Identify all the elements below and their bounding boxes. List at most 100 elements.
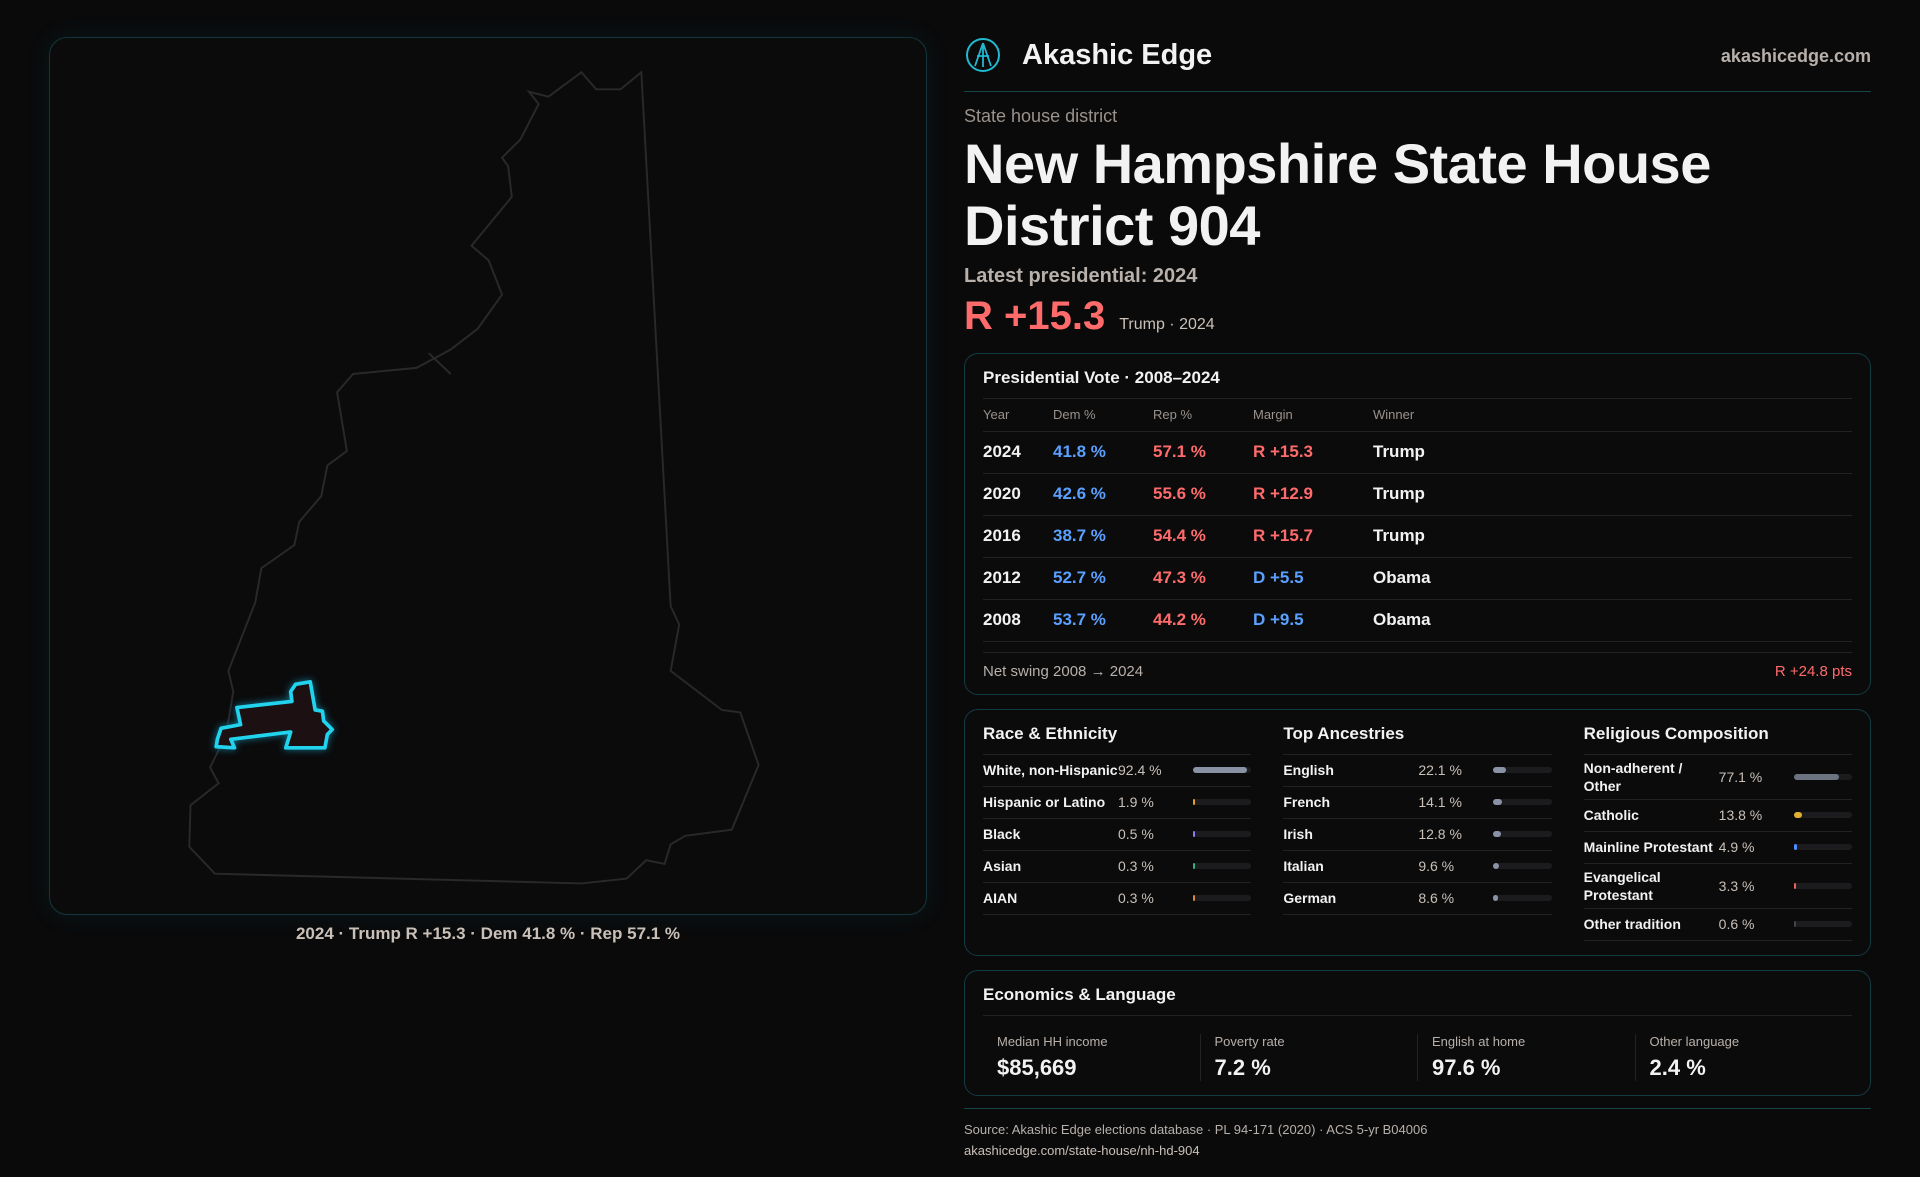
dem-pct: 42.6 % — [1053, 473, 1153, 516]
item-name: Black — [983, 826, 1021, 842]
section-title: Top Ancestries — [1283, 724, 1552, 755]
item-value: 92.4 % — [1118, 762, 1162, 778]
winner: Trump — [1373, 473, 1852, 516]
bar-fill — [1793, 921, 1796, 927]
stat-label: Median HH income — [997, 1033, 1108, 1049]
dem-pct: 38.7 % — [1053, 515, 1153, 558]
rep-pct: 54.4 % — [1153, 515, 1253, 558]
item-value: 13.8 % — [1718, 807, 1763, 823]
winner: Obama — [1373, 599, 1852, 642]
econ-stat: Other language 2.4 % — [1634, 1033, 1853, 1081]
source-url[interactable]: akashicedge.com/state-house/nh-hd-904 — [964, 1142, 1200, 1158]
demographic-row: Other tradition 0.6 % — [1583, 909, 1852, 941]
source-text: Source: Akashic Edge elections database … — [964, 1121, 1428, 1137]
demographic-row: AIAN 0.3 % — [983, 883, 1252, 915]
stat-value: $85,669 — [997, 1054, 1077, 1080]
econ-stat: English at home 97.6 % — [1417, 1033, 1635, 1081]
demographic-row: Asian 0.3 % — [983, 851, 1252, 883]
vote-row: 2012 52.7 % 47.3 % D +5.5 Obama — [983, 557, 1852, 600]
map-svg — [188, 70, 760, 885]
dem-pct: 41.8 % — [1053, 431, 1153, 474]
bar-fill — [1193, 799, 1195, 805]
item-value: 0.3 % — [1118, 890, 1154, 906]
stat-label: Poverty rate — [1214, 1033, 1285, 1049]
section-title: Race & Ethnicity — [983, 724, 1252, 755]
headline-sub: Trump · 2024 — [1119, 316, 1215, 333]
rep-pct: 57.1 % — [1153, 431, 1253, 474]
margin: R +15.3 — [1253, 431, 1373, 474]
brand-name: Akashic Edge — [1022, 39, 1213, 71]
net-swing: Net swing 2008 → 2024 R +24.8 pts — [983, 651, 1852, 680]
econ-stat: Median HH income $85,669 — [983, 1034, 1200, 1081]
site-link[interactable]: akashicedge.com — [1720, 46, 1871, 66]
bar-fill — [1193, 831, 1195, 837]
bar-track — [1193, 863, 1252, 869]
winner: Trump — [1373, 431, 1852, 474]
county-line — [428, 352, 452, 375]
winner: Obama — [1373, 557, 1852, 600]
item-value: 0.3 % — [1118, 858, 1154, 874]
item-name: Mainline Protestant — [1583, 839, 1713, 855]
item-name: Italian — [1283, 858, 1324, 874]
district-map[interactable] — [49, 37, 927, 915]
bar-track — [1793, 812, 1852, 818]
item-value: 9.6 % — [1418, 858, 1455, 874]
margin: D +9.5 — [1253, 599, 1373, 642]
year: 2008 — [983, 599, 1053, 642]
net-swing-value: R +24.8 pts — [1774, 662, 1852, 680]
demographic-section: Race & Ethnicity White, non-Hispanic 92.4 … — [983, 724, 1252, 941]
year: 2020 — [983, 473, 1053, 516]
dem-pct: 53.7 % — [1053, 599, 1153, 642]
item-value: 0.6 % — [1718, 916, 1755, 932]
bar-track — [1193, 831, 1252, 837]
bar-fill — [1193, 863, 1195, 869]
item-value: 3.3 % — [1718, 877, 1755, 894]
card-title: Presidential Vote · 2008–2024 — [983, 368, 1852, 399]
econ-stat: Poverty rate 7.2 % — [1199, 1033, 1418, 1081]
demographic-section: Top Ancestries English 22.1 % French 14.1 % I… — [1283, 724, 1552, 941]
bar-track — [1793, 882, 1852, 889]
bar-track — [1793, 773, 1852, 780]
presidential-vote-card: Presidential Vote · 2008–2024 Year Dem %… — [964, 353, 1871, 695]
stat-value: 7.2 % — [1214, 1054, 1271, 1080]
card-title: Economics & Language — [983, 985, 1852, 1016]
year: 2016 — [983, 515, 1053, 558]
col-rep: Rep % — [1153, 399, 1253, 432]
bar-track — [1193, 799, 1252, 805]
demographic-row: Catholic 13.8 % — [1583, 800, 1852, 832]
margin: R +15.7 — [1253, 515, 1373, 558]
net-swing-label: Net swing 2008 → 2024 — [983, 662, 1144, 680]
margin: D +5.5 — [1253, 557, 1373, 600]
dem-pct: 52.7 % — [1053, 557, 1153, 600]
item-value: 1.9 % — [1118, 794, 1154, 810]
stat-label: Other language — [1649, 1033, 1740, 1049]
headline-margin: R +15.3 — [964, 294, 1106, 338]
bar-fill — [1493, 767, 1507, 773]
bar-track — [1493, 767, 1552, 773]
item-name: Catholic — [1583, 807, 1639, 823]
bar-track — [1493, 895, 1552, 901]
col-winner: Winner — [1373, 399, 1852, 432]
winner: Trump — [1373, 515, 1852, 558]
bar-fill — [1493, 799, 1502, 805]
page-title: New Hampshire State House District 904 — [964, 132, 1711, 257]
district-type: State house district — [964, 106, 1118, 126]
item-name: German — [1283, 890, 1337, 906]
year: 2012 — [983, 557, 1053, 600]
margin: R +12.9 — [1253, 473, 1373, 516]
item-name: Hispanic or Latino — [983, 794, 1106, 810]
bar-track — [1793, 844, 1852, 850]
item-value: 4.9 % — [1718, 839, 1755, 855]
col-dem: Dem % — [1053, 399, 1153, 432]
latest-presidential: Latest presidential: 2024 — [964, 265, 1198, 287]
item-value: 12.8 % — [1418, 826, 1462, 842]
bar-fill — [1493, 895, 1499, 901]
demographic-row: Non-adherent / Other 77.1 % — [1583, 755, 1852, 800]
item-value: 14.1 % — [1418, 794, 1462, 810]
district-highlight[interactable] — [214, 680, 335, 750]
item-name: Other tradition — [1583, 916, 1681, 932]
demographic-row: White, non-Hispanic 92.4 % — [983, 755, 1252, 787]
bar-fill — [1493, 831, 1501, 837]
item-name: French — [1283, 794, 1331, 810]
rep-pct: 44.2 % — [1153, 599, 1253, 642]
